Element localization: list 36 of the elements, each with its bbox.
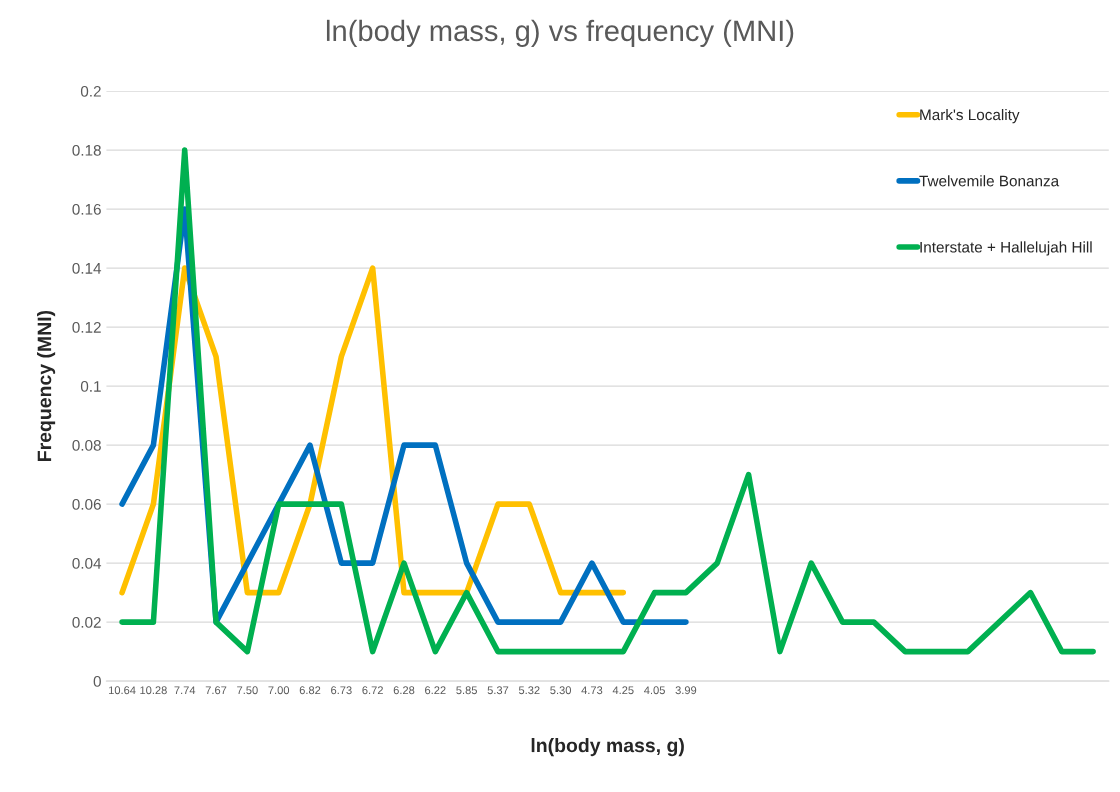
x-tick-label: 7.50: [237, 686, 258, 695]
legend-label: Interstate + Hallelujah Hill: [920, 241, 1092, 256]
y-tick-label: 0: [93, 675, 101, 687]
x-tick-label: 4.25: [612, 686, 634, 695]
x-axis-title: ln(body mass, g): [531, 738, 684, 757]
y-tick-label: 0.12: [72, 321, 101, 333]
y-tick-label: 0.08: [72, 439, 101, 451]
x-tick-label: 10.64: [109, 686, 136, 695]
y-tick-label: 0.14: [72, 262, 102, 274]
x-tick-label: 7.67: [205, 686, 227, 695]
y-tick-label: 0.1: [80, 380, 101, 392]
x-tick-label: 6.73: [331, 686, 352, 695]
x-tick-label: 7.74: [174, 686, 196, 695]
x-tick-label: 5.30: [550, 686, 571, 695]
y-axis-title: Frequency (MNI): [37, 310, 56, 461]
y-tick-label: 0.18: [72, 144, 101, 156]
legend-label: Mark's Locality: [920, 108, 1020, 124]
y-tick-label: 0.06: [72, 498, 101, 510]
x-tick-label: 6.28: [393, 686, 415, 695]
x-tick-label: 5.32: [518, 686, 540, 695]
x-tick-label: 3.99: [675, 686, 697, 695]
legend-label: Twelvemile Bonanza: [919, 175, 1060, 187]
y-tick-label: 0.16: [72, 203, 101, 215]
x-tick-label: 5.37: [487, 686, 509, 695]
x-tick-label: 5.85: [456, 686, 477, 695]
x-tick-label: 7.00: [268, 686, 290, 695]
y-tick-label: 0.04: [72, 557, 102, 569]
x-tick-label: 6.72: [362, 686, 383, 695]
x-tick-label: 6.22: [425, 686, 446, 695]
x-tick-label: 4.05: [644, 686, 665, 695]
x-tick-label: 6.82: [299, 686, 321, 695]
x-tick-label: 10.28: [140, 686, 167, 695]
chart-title: ln(body mass, g) vs frequency (MNI): [326, 19, 794, 47]
y-tick-label: 0.02: [72, 616, 101, 628]
y-tick-label: 0.2: [80, 85, 101, 97]
x-tick-label: 4.73: [581, 686, 603, 695]
